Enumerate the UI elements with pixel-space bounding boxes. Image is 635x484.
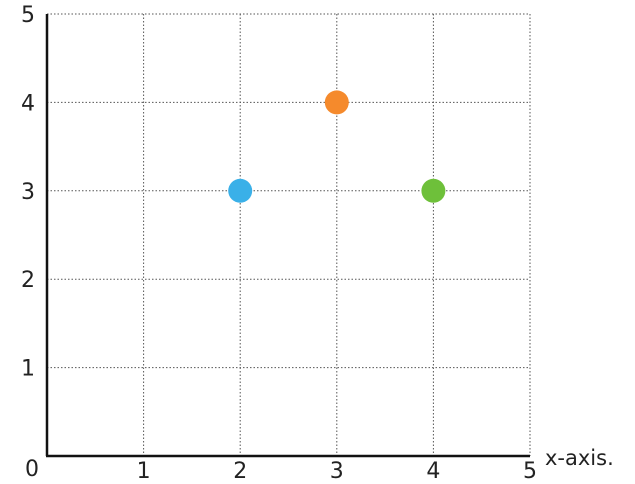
- y-tick-label: 1: [21, 357, 35, 382]
- y-tick-label: 3: [21, 180, 35, 205]
- grid: [47, 13, 531, 456]
- y-tick-label: 2: [21, 268, 35, 293]
- origin-label: 0: [25, 457, 39, 482]
- y-tick-label: 5: [21, 3, 35, 28]
- x-tick-label: 4: [426, 459, 440, 484]
- data-point: [228, 178, 253, 203]
- x-tick-label: 1: [137, 459, 151, 484]
- tick-labels: 1 2 3 4 5 1 2 3 4 5: [21, 3, 537, 484]
- data-points: [228, 90, 446, 203]
- axes: [45, 14, 530, 458]
- y-tick-label: 4: [21, 91, 35, 116]
- data-point: [421, 178, 446, 203]
- x-axis-label: x-axis.: [545, 446, 614, 470]
- x-tick-label: 3: [330, 459, 344, 484]
- x-tick-label: 2: [233, 459, 247, 484]
- data-point: [324, 90, 349, 115]
- x-tick-label: 5: [523, 459, 537, 484]
